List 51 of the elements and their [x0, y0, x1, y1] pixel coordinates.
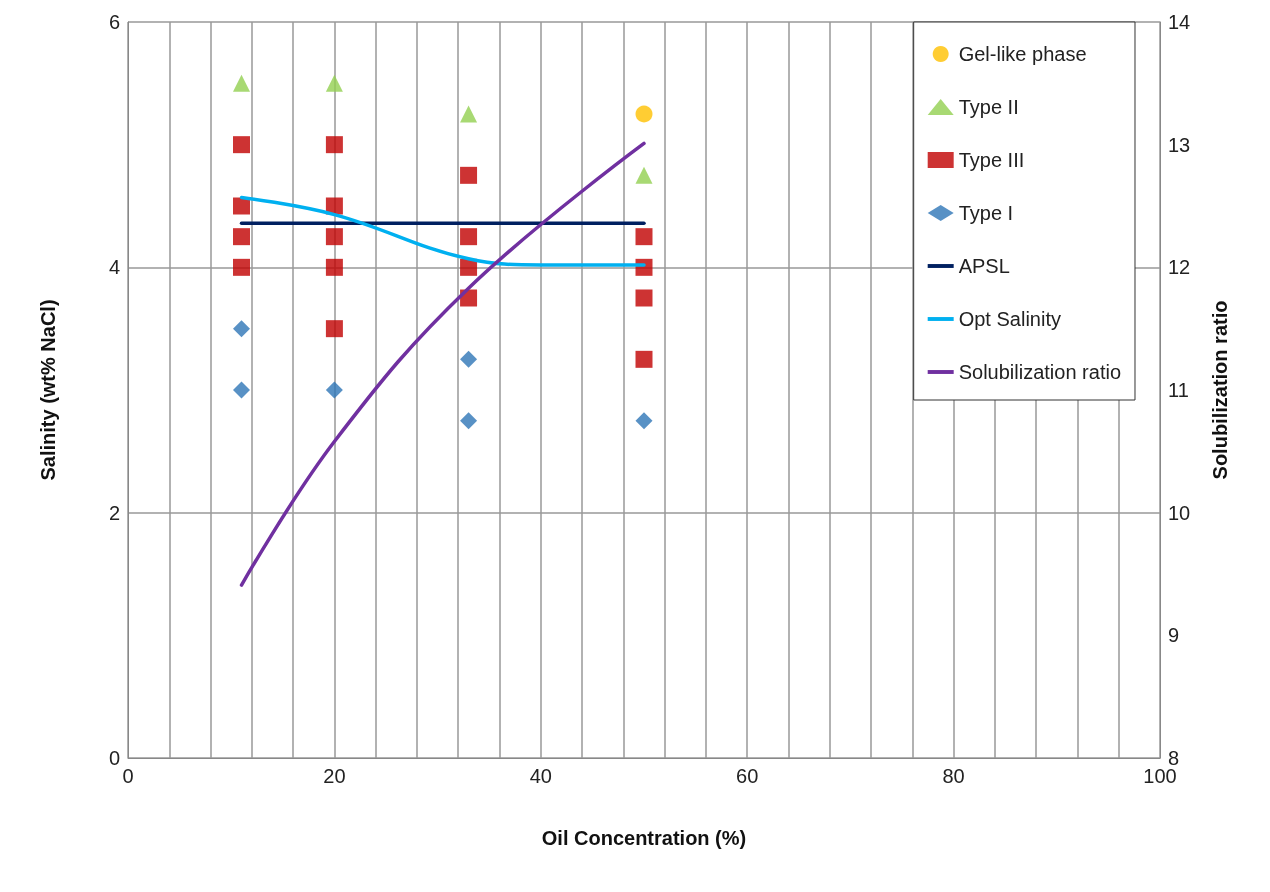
y-tick-label: 6	[108, 11, 120, 33]
y2-tick-label: 13	[1168, 133, 1191, 156]
y-tick-label: 2	[108, 501, 120, 524]
x-tick-label: 20	[323, 765, 346, 787]
y2-tick-label: 9	[1168, 624, 1180, 647]
legend-label: Type I	[958, 202, 1014, 224]
point	[460, 258, 478, 276]
x-tick-label: 40	[529, 765, 552, 787]
point	[233, 136, 251, 154]
x-tick-label: 60	[736, 765, 759, 787]
point	[233, 320, 251, 338]
point	[635, 350, 653, 368]
y2-tick-label: 11	[1168, 379, 1189, 401]
point	[233, 74, 251, 92]
legend-label: APSL	[958, 255, 1010, 277]
legend-label: Type III	[958, 149, 1025, 171]
point	[233, 381, 251, 399]
point	[325, 136, 343, 154]
point	[233, 197, 251, 215]
point	[325, 228, 343, 246]
point	[325, 320, 343, 338]
x-axis-title: Oil Concentration (%)	[541, 827, 747, 849]
legend-label: Gel-like phase	[958, 43, 1087, 65]
legend-label: Type II	[958, 96, 1019, 118]
point	[233, 258, 251, 276]
point	[460, 412, 478, 430]
x-tick-label: 0	[122, 765, 134, 787]
y2-tick-label: 14	[1168, 11, 1191, 33]
point	[233, 228, 251, 246]
x-tick-label: 80	[942, 765, 965, 787]
point	[325, 381, 343, 399]
point	[460, 228, 478, 246]
y2-tick-label: 12	[1168, 256, 1191, 279]
point	[635, 166, 653, 184]
line-series	[239, 141, 646, 587]
point	[635, 412, 653, 430]
point	[460, 350, 478, 368]
y2-axis-title: Solubilization ratio	[1209, 300, 1231, 480]
point	[635, 105, 653, 123]
point	[325, 74, 343, 92]
point	[325, 258, 343, 276]
y-tick-label: 0	[108, 747, 120, 769]
y-axis-title: Salinity (wt% NaCl)	[37, 299, 59, 481]
y2-tick-label: 10	[1168, 501, 1191, 524]
point	[460, 166, 478, 184]
legend-label: Opt Salinity	[958, 308, 1061, 330]
point	[635, 228, 653, 246]
point	[635, 289, 653, 307]
point	[460, 105, 478, 123]
y-tick-label: 4	[108, 256, 120, 279]
legend-label: Solubilization ratio	[958, 361, 1122, 383]
